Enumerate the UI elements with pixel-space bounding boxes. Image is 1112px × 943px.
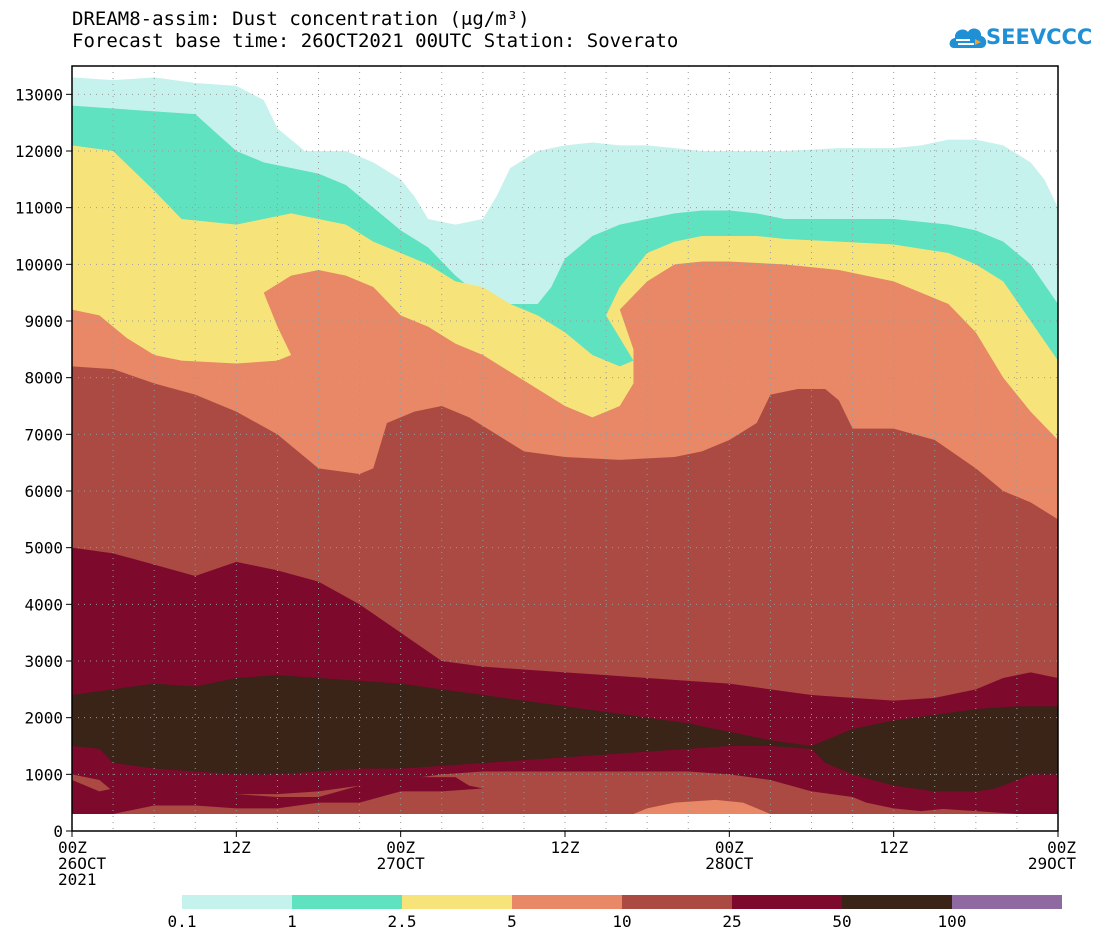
y-tick-label-3: 3000 — [24, 652, 63, 671]
y-tick-label-10: 10000 — [15, 255, 63, 274]
colorbar-label-4: 10 — [612, 912, 631, 931]
chart-subtitle: Forecast base time: 26OCT2021 00UTC Stat… — [72, 30, 679, 52]
colorbar-label-6: 50 — [832, 912, 851, 931]
x-tick-label-0-2: 26OCT — [58, 854, 107, 873]
colorbar-swatch-6 — [842, 895, 952, 909]
y-tick-label-13: 13000 — [15, 85, 63, 104]
colorbar-swatch-4 — [622, 895, 732, 909]
y-tick-label-11: 11000 — [15, 199, 63, 218]
x-tick-label-0-3: 2021 — [58, 870, 97, 889]
colorbar-swatch-7 — [952, 895, 1062, 909]
y-tick-label-4: 4000 — [24, 595, 63, 614]
y-tick-label-2: 2000 — [24, 709, 63, 728]
colorbar-label-1: 1 — [287, 912, 297, 931]
y-axis: 0 1000 2000 3000 4000 5000 6000 7000 8000 9000 100… — [15, 85, 72, 841]
cloud-icon — [949, 28, 987, 48]
y-tick-label-0: 0 — [53, 822, 63, 841]
x-tick-label-6-2: 29OCT — [1028, 854, 1077, 873]
y-tick-label-1: 1000 — [24, 765, 63, 784]
x-tick-label-0-1: 00Z — [58, 838, 87, 857]
y-tick-label-7: 7000 — [24, 425, 63, 444]
y-tick-label-5: 5000 — [24, 539, 63, 558]
y-tick-label-8: 8000 — [24, 369, 63, 388]
colorbar-label-3: 5 — [507, 912, 517, 931]
x-tick-label-6-1: 00Z — [1047, 838, 1076, 857]
x-tick-label-4-1: 00Z — [715, 838, 744, 857]
colorbar-swatch-5 — [732, 895, 842, 909]
x-tick-label-3-1: 12Z — [551, 838, 580, 857]
x-tick-label-5-1: 12Z — [879, 838, 908, 857]
y-tick-label-9: 9000 — [24, 312, 63, 331]
x-tick-label-4-2: 28OCT — [705, 854, 754, 873]
colorbar-label-5: 25 — [722, 912, 741, 931]
x-tick-label-2-2: 27OCT — [377, 854, 426, 873]
contour-inner-2 — [72, 777, 483, 814]
colorbar-swatch-1 — [292, 895, 402, 909]
seevccc-logo: SEEVCCC — [948, 18, 1100, 58]
grid-lines — [72, 66, 1058, 831]
y-tick-label-12: 12000 — [15, 142, 63, 161]
x-tick-label-2-1: 00Z — [386, 838, 415, 857]
logo-text: SEEVCCC — [986, 25, 1093, 49]
colorbar-swatch-2 — [402, 895, 512, 909]
chart-title: DREAM8-assim: Dust concentration (μg/m³) — [72, 8, 530, 30]
y-tick-label-6: 6000 — [24, 482, 63, 501]
colorbar-swatch-0 — [182, 895, 292, 909]
colorbar-label-0: 0.1 — [168, 912, 197, 931]
colorbar-swatch-3 — [512, 895, 622, 909]
colorbar-legend: 0.1 1 2.5 5 10 25 50 100 — [168, 895, 1062, 931]
contour-inner-4 — [633, 799, 771, 814]
colorbar-label-2: 2.5 — [388, 912, 417, 931]
x-tick-label-1-1: 12Z — [222, 838, 251, 857]
colorbar-label-7: 100 — [938, 912, 967, 931]
